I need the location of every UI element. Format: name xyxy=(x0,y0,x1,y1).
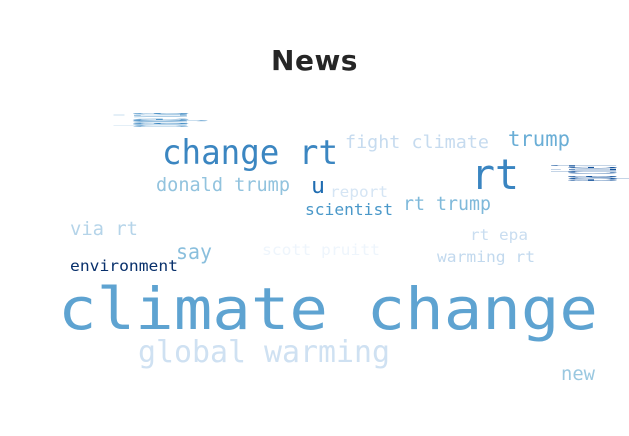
word-warming-rt: warming rt xyxy=(437,248,535,266)
word-donald-trump: donald trump xyxy=(156,174,290,196)
word-fight-climate: fight climate xyxy=(345,132,489,153)
word-climate-change: climate change xyxy=(58,275,598,343)
word-trump: trump xyxy=(508,127,570,151)
word-epa-chief: epa chief xyxy=(537,165,629,181)
word-new: new xyxy=(561,363,595,385)
word-rt-trump: rt trump xyxy=(403,193,491,215)
word-rt: rt xyxy=(471,150,519,199)
word-change-rt: change rt xyxy=(162,133,338,173)
word-environment: environment xyxy=(70,257,178,275)
word-u: u xyxy=(311,174,325,199)
word-say: say xyxy=(176,240,212,264)
chart-title: News xyxy=(271,44,358,77)
word-scott-pruitt: scott pruitt xyxy=(262,241,380,259)
word-change-via: change via xyxy=(98,113,210,127)
word-scientist: scientist xyxy=(305,200,393,219)
word-rt-epa: rt epa xyxy=(470,226,528,244)
word-via-rt: via rt xyxy=(70,218,138,240)
word-global-warming: global warming xyxy=(138,335,390,370)
word-report: report xyxy=(330,183,388,201)
